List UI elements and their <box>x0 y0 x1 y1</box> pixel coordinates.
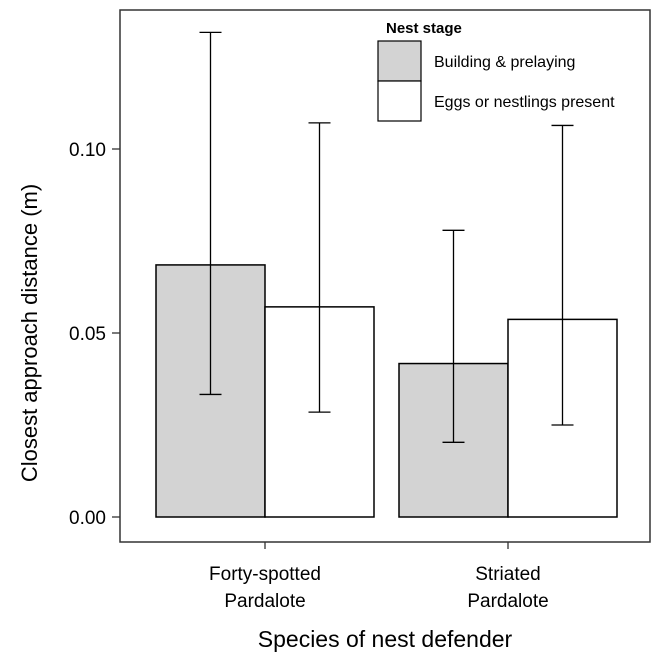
bars-layer <box>155 31 618 518</box>
error-bar <box>551 124 574 426</box>
x-tick-label: Striated Pardalote <box>467 564 548 612</box>
error-bar <box>308 122 331 413</box>
error-bar <box>442 229 465 443</box>
legend-label: Building & prelaying <box>434 54 575 71</box>
legend: Nest stage Building & prelaying Eggs or n… <box>377 20 615 122</box>
error-bar <box>199 31 222 396</box>
y-tick-label: 0.00 <box>69 508 106 529</box>
x-axis: Forty-spotted Pardalote Striated Pardalote <box>209 542 549 612</box>
y-tick-label: 0.05 <box>69 324 106 345</box>
y-axis: 0.00 0.05 0.10 <box>69 140 120 529</box>
y-tick-label: 0.10 <box>69 140 106 161</box>
legend-title: Nest stage <box>386 20 462 37</box>
legend-label: Eggs or nestlings present <box>434 94 615 111</box>
legend-swatch <box>377 80 422 122</box>
x-tick-label: Forty-spotted Pardalote <box>209 564 321 612</box>
y-axis-label: Closest approach distance (m) <box>17 184 42 482</box>
x-axis-label: Species of nest defender <box>258 626 513 652</box>
legend-swatch <box>377 40 422 82</box>
